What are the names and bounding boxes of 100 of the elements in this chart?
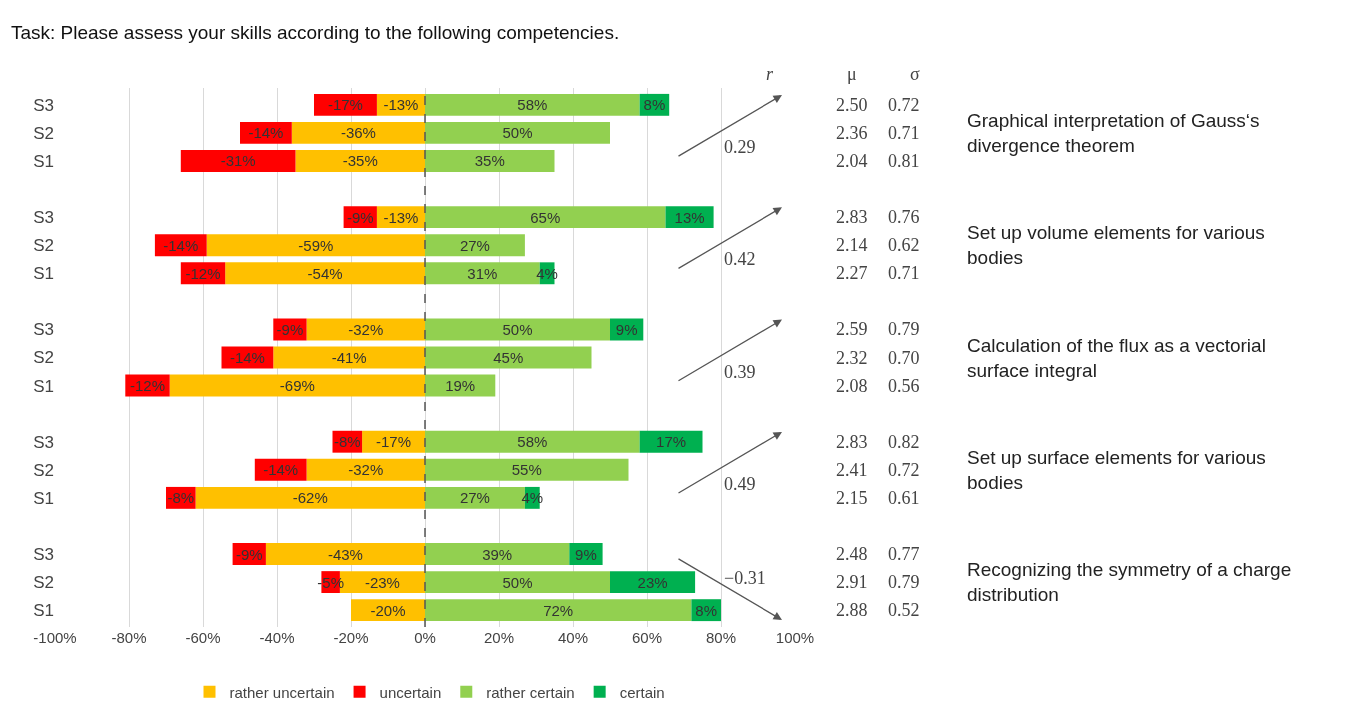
y-tick-label: S2	[33, 460, 54, 480]
data-label: -14%	[248, 124, 284, 142]
text: r	[766, 64, 774, 84]
data-label: -9%	[235, 545, 263, 563]
data-label: -17%	[327, 96, 363, 114]
data-label: 55%	[511, 461, 542, 479]
data-label: -23%	[364, 573, 400, 591]
text: 0.52	[888, 600, 920, 620]
y-tick-label: S2	[33, 348, 54, 368]
y-tick-label: S3	[33, 544, 54, 564]
bar	[425, 599, 692, 622]
x-tick-label: 0%	[414, 629, 436, 646]
text: Recognizing the symmetry of a charge distribution	[967, 559, 1292, 605]
y-tick-label: S2	[33, 236, 54, 256]
y-tick-label: S3	[33, 320, 54, 340]
text: μ	[847, 64, 857, 84]
data-label: 35%	[474, 152, 505, 170]
data-label: 17%	[656, 433, 687, 451]
x-tick-label: 60%	[631, 629, 663, 646]
data-label: 39%	[482, 545, 513, 563]
text: 0.71	[888, 263, 920, 283]
data-label: -35%	[342, 152, 378, 170]
data-label: -41%	[331, 349, 367, 366]
text: σ	[910, 64, 920, 84]
x-tick-label: -100%	[33, 629, 77, 646]
data-label: -14%	[263, 461, 299, 479]
data-label: 27%	[459, 236, 490, 254]
bar	[180, 150, 296, 172]
x-tick-label: 100%	[775, 629, 815, 646]
text: 2.36	[836, 123, 868, 143]
y-tick-label: S2	[33, 123, 54, 143]
x-tick-label: -80%	[111, 629, 147, 646]
text: 2.41	[836, 460, 868, 480]
bar	[425, 571, 610, 594]
annotation: 0.42	[724, 249, 756, 269]
text: 0.79	[888, 572, 920, 592]
text: 2.48	[836, 544, 868, 564]
data-label: -32%	[348, 320, 384, 338]
annotation: 0.49	[724, 474, 756, 494]
bar	[425, 458, 629, 481]
bar	[273, 346, 425, 369]
bar	[206, 234, 425, 257]
text: 0.62	[888, 235, 920, 255]
x-tick-label: 80%	[705, 629, 737, 646]
data-label: -8%	[333, 433, 361, 451]
text: 0.81	[888, 151, 920, 171]
data-label: 8%	[643, 96, 666, 114]
data-label: 31%	[467, 264, 498, 282]
bar	[425, 93, 640, 116]
data-label: 45%	[493, 349, 524, 366]
text: 0.72	[888, 460, 920, 480]
text: 2.14	[836, 235, 868, 255]
text: 2.32	[836, 348, 868, 368]
data-label: 9%	[575, 545, 597, 563]
data-label: -9%	[346, 208, 374, 226]
data-label: 65%	[530, 208, 561, 226]
bar	[225, 262, 425, 285]
x-tick-label: -60%	[185, 629, 221, 646]
data-label: 13%	[674, 208, 705, 226]
data-label: 23%	[637, 573, 668, 591]
data-label: -62%	[292, 489, 328, 507]
data-label: -43%	[327, 545, 363, 563]
data-label: 50%	[502, 320, 533, 338]
data-label: 72%	[543, 601, 574, 619]
bar	[265, 543, 425, 565]
legend-label: certain	[619, 683, 665, 701]
text: 0.61	[888, 488, 920, 508]
bar	[425, 430, 640, 453]
annotation: 0.39	[724, 362, 756, 382]
x-tick-label: -40%	[259, 629, 295, 646]
chart-title: Task: Please assess your skills according to the following competencies.	[10, 21, 620, 43]
text: Graphical interpretation of Gauss‘s divergence theorem	[967, 110, 1260, 156]
y-tick-label: S1	[33, 376, 54, 396]
bar	[610, 571, 696, 594]
bar	[425, 318, 610, 341]
data-label: -20%	[370, 601, 406, 619]
text: 2.04	[836, 151, 868, 171]
bar	[425, 543, 570, 565]
text: Set up surface elements for various bodies	[967, 447, 1266, 493]
text: 2.88	[836, 600, 868, 620]
bar	[425, 346, 592, 369]
data-label: 8%	[695, 601, 718, 619]
bar	[425, 150, 555, 172]
data-label: -54%	[307, 264, 343, 282]
annotation: 0.29	[724, 137, 756, 157]
text: 0.79	[888, 319, 920, 339]
text: 0.72	[888, 95, 920, 115]
y-tick-label: S1	[33, 151, 54, 171]
text: 2.15	[836, 488, 868, 508]
bar	[295, 150, 425, 172]
data-label: 58%	[517, 433, 548, 451]
data-label: -32%	[348, 461, 384, 479]
data-label: -13%	[383, 96, 419, 114]
bar	[291, 121, 425, 144]
text: 0.76	[888, 207, 920, 227]
data-label: -12%	[129, 377, 166, 395]
text: 0.56	[888, 376, 920, 396]
text: 0.70	[888, 348, 920, 368]
data-label: -13%	[383, 208, 419, 226]
data-label: 58%	[517, 96, 548, 114]
